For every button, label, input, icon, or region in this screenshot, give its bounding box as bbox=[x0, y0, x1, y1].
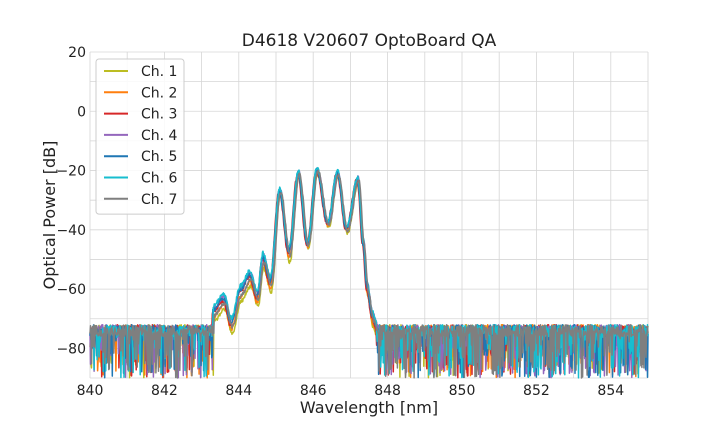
y-tick-label: −40 bbox=[56, 223, 86, 239]
y-tick-label: 0 bbox=[77, 104, 86, 120]
x-axis-title: Wavelength [nm] bbox=[300, 398, 438, 417]
series-line-ch7 bbox=[89, 169, 649, 379]
x-tick-label: 848 bbox=[374, 383, 401, 399]
y-tick-label: −80 bbox=[56, 341, 86, 357]
legend-label: Ch. 4 bbox=[141, 128, 178, 144]
x-tick-label: 854 bbox=[597, 383, 624, 399]
x-tick-label: 840 bbox=[77, 383, 104, 399]
legend-label: Ch. 1 bbox=[141, 64, 177, 80]
legend-label: Ch. 3 bbox=[141, 107, 177, 123]
x-tick-label: 844 bbox=[225, 383, 252, 399]
legend-label: Ch. 7 bbox=[141, 192, 177, 208]
axis-ticks: 840 842 844 846 848 850 852 854 20 0 −20 −40 −60 −80 bbox=[56, 45, 624, 399]
chart-title: D4618 V20607 OptoBoard QA bbox=[242, 31, 497, 51]
y-axis-title: Optical Power [dB] bbox=[40, 141, 59, 290]
y-tick-label: −60 bbox=[56, 282, 86, 298]
x-tick-label: 850 bbox=[449, 383, 476, 399]
x-tick-label: 852 bbox=[523, 383, 550, 399]
legend-frame bbox=[95, 58, 185, 215]
legend-label: Ch. 6 bbox=[141, 171, 178, 187]
y-tick-label: −20 bbox=[56, 164, 86, 180]
legend: Ch. 1 Ch. 2 Ch. 3 Ch. 4 Ch. 5 Ch. 6 Ch. 7 bbox=[95, 58, 185, 215]
legend-label: Ch. 5 bbox=[141, 149, 177, 165]
y-tick-label: 20 bbox=[68, 45, 86, 61]
plot-series bbox=[89, 166, 649, 379]
x-tick-label: 842 bbox=[151, 383, 178, 399]
legend-label: Ch. 2 bbox=[141, 85, 177, 101]
x-tick-label: 846 bbox=[300, 383, 327, 399]
